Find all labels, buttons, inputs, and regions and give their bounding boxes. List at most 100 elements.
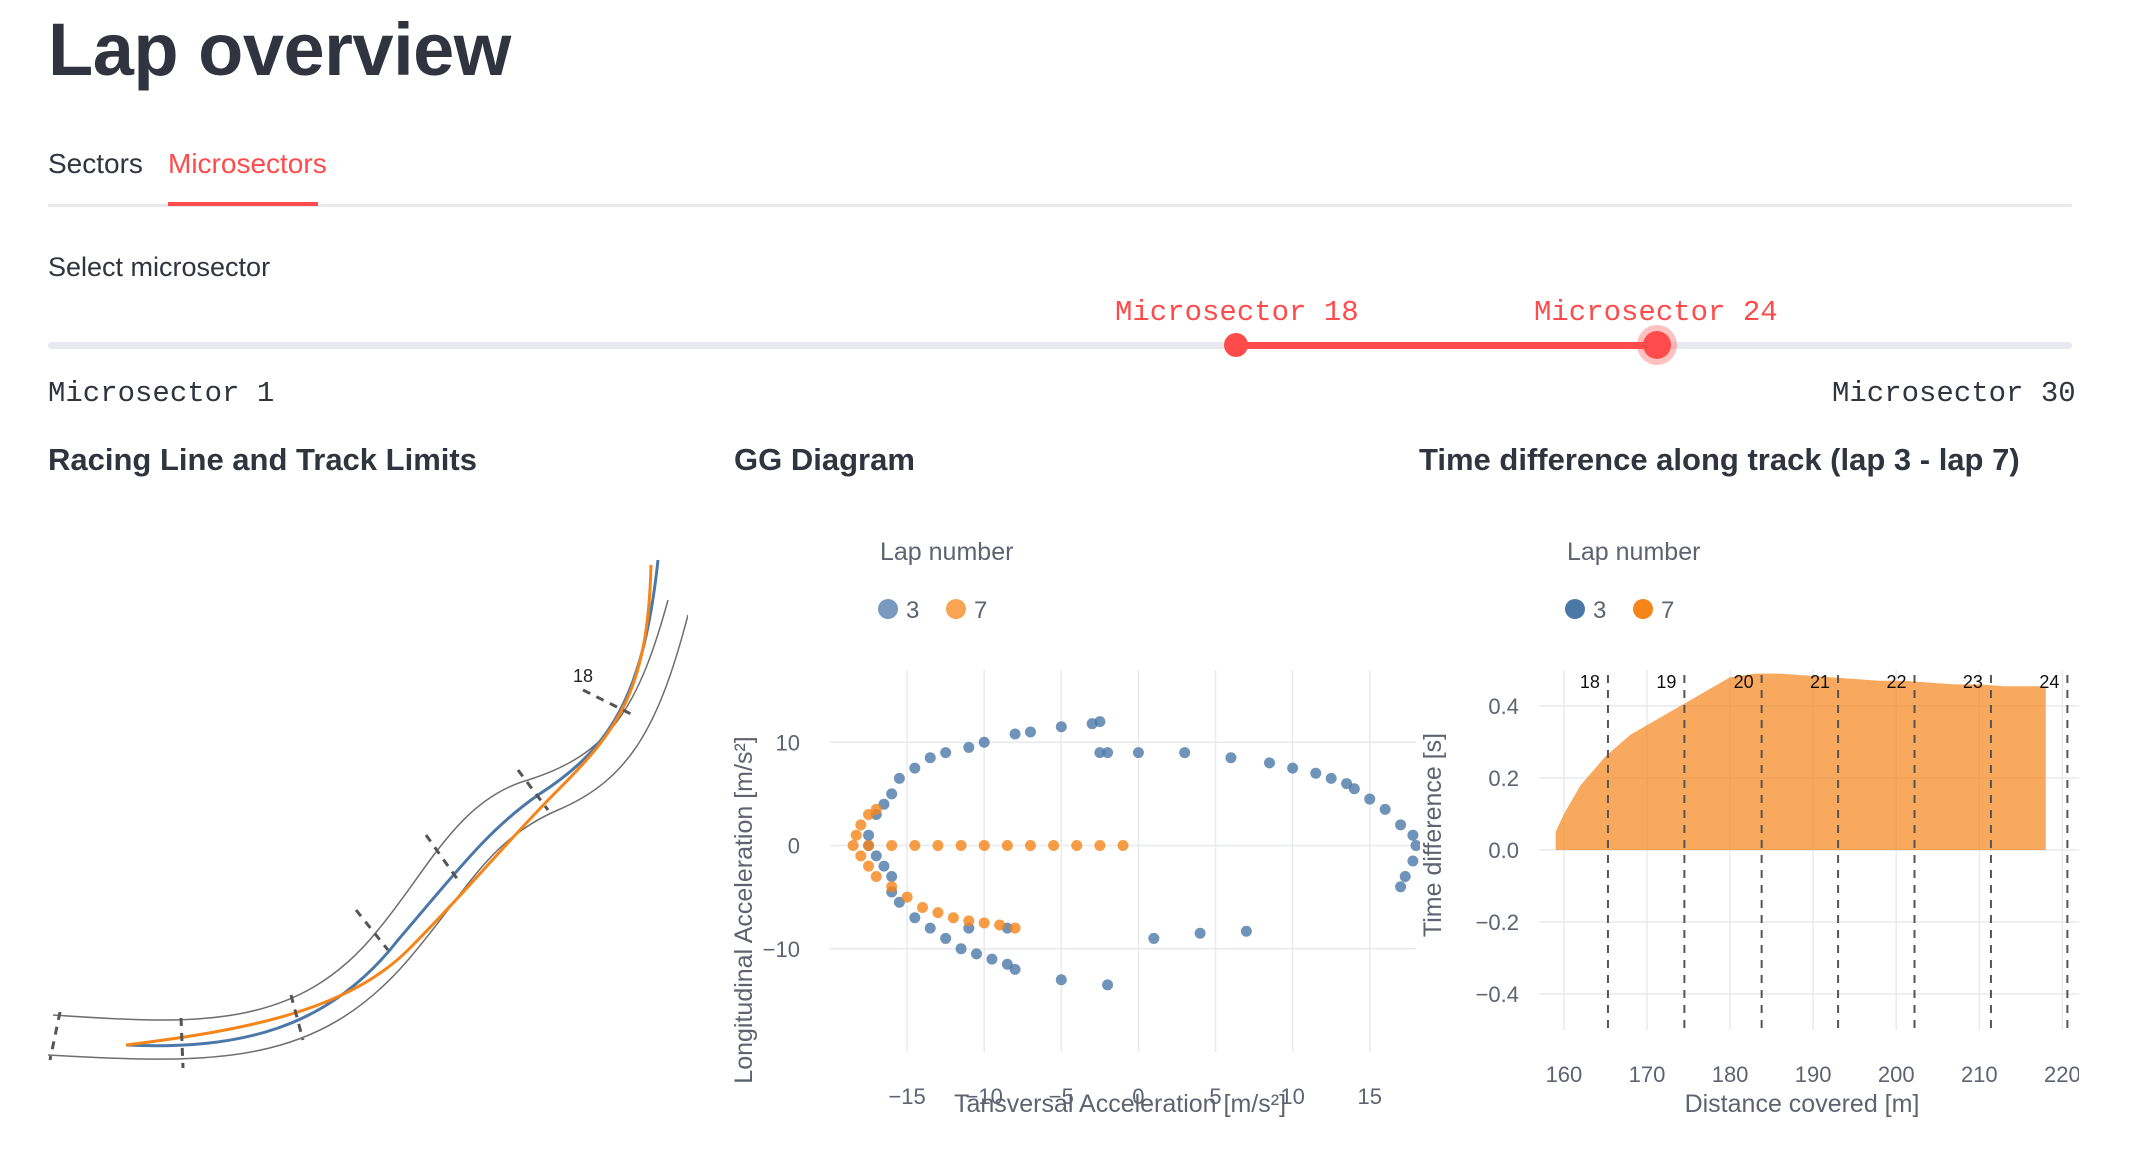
gg-y-tick-label: −10 xyxy=(763,937,800,962)
slider-thumb-high[interactable] xyxy=(1643,331,1671,359)
gg-point-lap-3 xyxy=(1264,757,1275,769)
gg-x-tick-label: 10 xyxy=(1280,1084,1304,1109)
gg-point-lap-3 xyxy=(1395,819,1407,831)
racing-line-chart[interactable]: 18 xyxy=(48,540,688,1100)
gg-x-axis-label: Tansversal Acceleration [m/s²] xyxy=(954,1090,1286,1118)
gg-x-tick-label: 15 xyxy=(1357,1084,1381,1109)
gg-diagram-title: GG Diagram xyxy=(734,442,915,477)
gg-point-lap-3 xyxy=(886,788,898,800)
gg-point-lap-3 xyxy=(978,736,990,748)
gg-point-lap-7 xyxy=(978,917,990,929)
slider-selected-range xyxy=(1236,342,1655,349)
gg-point-lap-3 xyxy=(940,932,952,944)
gg-point-lap-7 xyxy=(994,919,1006,931)
racing-line-lap-3 xyxy=(125,559,660,1048)
gg-point-lap-3 xyxy=(1001,958,1013,970)
gg-point-lap-7 xyxy=(1024,840,1036,852)
gg-point-lap-7 xyxy=(909,840,921,852)
gg-point-lap-7 xyxy=(978,840,990,852)
td-x-tick-label: 190 xyxy=(1795,1062,1832,1087)
gg-point-lap-3 xyxy=(878,798,890,810)
gg-point-lap-3 xyxy=(1024,726,1036,738)
td-x-tick-label: 220 xyxy=(2044,1062,2079,1087)
gg-point-lap-3 xyxy=(1240,925,1252,937)
td-x-axis-label: Distance covered [m] xyxy=(1685,1090,1920,1118)
gg-point-lap-3 xyxy=(1364,793,1376,805)
gg-point-lap-7 xyxy=(1094,840,1106,852)
gg-point-lap-7 xyxy=(886,840,898,852)
td-legend-label-3: 3 xyxy=(1593,597,1606,624)
racing-line-title: Racing Line and Track Limits xyxy=(48,442,477,477)
td-y-axis-label: Time difference [s] xyxy=(1419,733,1447,937)
gg-point-lap-3 xyxy=(1132,747,1144,759)
gg-point-lap-7 xyxy=(870,870,882,882)
gg-point-lap-3 xyxy=(893,896,905,908)
slider-thumb-low[interactable] xyxy=(1224,333,1248,357)
gg-point-lap-3 xyxy=(1094,747,1106,759)
gg-point-lap-3 xyxy=(940,747,952,759)
gg-point-lap-3 xyxy=(1148,932,1160,944)
gg-point-lap-3 xyxy=(1379,803,1391,815)
gg-point-lap-7 xyxy=(863,840,875,852)
td-area-series xyxy=(1555,673,2046,850)
gg-legend-marker-7 xyxy=(946,599,966,619)
gg-point-lap-3 xyxy=(863,829,875,841)
gg-point-lap-3 xyxy=(909,762,921,774)
gg-point-lap-3 xyxy=(1310,767,1322,779)
td-microsector-label: 22 xyxy=(1886,672,1906,692)
gg-diagram-chart[interactable]: Lap number 3 7 −15 −10 −5 0 5 10 15 10 0 −10 Tans… xyxy=(730,530,1420,1130)
time-difference-chart[interactable]: Lap number 3 7 160 170 180 190 200 210 220 0.4 0… xyxy=(1419,530,2079,1130)
slider-min-label: Microsector 1 xyxy=(48,377,275,410)
racing-line-lap-7 xyxy=(125,564,653,1047)
gg-point-lap-3 xyxy=(1055,974,1067,986)
tab-bar-divider xyxy=(48,204,2072,207)
gg-point-lap-3 xyxy=(1407,829,1419,841)
active-tab-indicator xyxy=(168,202,318,206)
gg-point-lap-3 xyxy=(963,741,975,753)
gg-point-lap-3 xyxy=(1194,927,1206,939)
gg-y-tick-label: 0 xyxy=(788,834,800,859)
gg-x-tick-label: 0 xyxy=(1132,1084,1144,1109)
gg-point-lap-3 xyxy=(924,922,936,934)
slider-track[interactable] xyxy=(48,342,2072,349)
td-x-tick-label: 180 xyxy=(1712,1062,1749,1087)
gg-point-lap-7 xyxy=(855,850,867,862)
gg-point-lap-7 xyxy=(932,840,944,852)
td-y-tick-label: −0.2 xyxy=(1476,910,1519,935)
slider-value-low: Microsector 18 xyxy=(1115,296,1359,329)
gg-point-lap-3 xyxy=(886,870,898,882)
tab-sectors[interactable]: Sectors xyxy=(48,148,143,179)
gg-point-lap-3 xyxy=(1086,718,1098,730)
td-microsector-label: 21 xyxy=(1810,672,1830,692)
gg-point-lap-7 xyxy=(855,819,867,831)
gg-point-lap-7 xyxy=(1001,840,1013,852)
gg-point-lap-3 xyxy=(1399,870,1411,882)
gg-legend-label-7: 7 xyxy=(974,597,987,624)
gg-point-lap-3 xyxy=(1341,778,1353,790)
tab-microsectors[interactable]: Microsectors xyxy=(168,148,327,179)
gg-point-lap-7 xyxy=(863,860,875,872)
gg-point-lap-3 xyxy=(1410,840,1420,852)
gg-point-lap-7 xyxy=(1009,922,1021,934)
gg-point-lap-7 xyxy=(901,891,913,903)
gg-x-tick-label: −15 xyxy=(888,1084,925,1109)
td-legend-marker-3 xyxy=(1565,599,1585,619)
td-y-tick-label: 0.0 xyxy=(1488,838,1519,863)
gg-point-lap-3 xyxy=(878,860,890,872)
gg-point-lap-7 xyxy=(947,912,959,924)
gg-point-lap-3 xyxy=(1009,728,1021,740)
gg-point-lap-3 xyxy=(955,943,967,955)
gg-point-lap-3 xyxy=(924,752,936,764)
gg-point-lap-7 xyxy=(863,809,875,821)
gg-point-lap-3 xyxy=(1407,855,1419,867)
gg-point-lap-3 xyxy=(1055,721,1067,733)
gg-x-tick-label: −10 xyxy=(966,1084,1003,1109)
td-microsector-label: 23 xyxy=(1963,672,1983,692)
gg-point-lap-7 xyxy=(963,915,975,927)
gg-point-lap-3 xyxy=(986,953,998,965)
gg-point-lap-7 xyxy=(870,803,882,815)
gg-point-lap-7 xyxy=(1071,840,1083,852)
td-x-tick-label: 160 xyxy=(1546,1062,1583,1087)
td-x-tick-label: 170 xyxy=(1629,1062,1666,1087)
gg-point-lap-3 xyxy=(1009,963,1021,975)
